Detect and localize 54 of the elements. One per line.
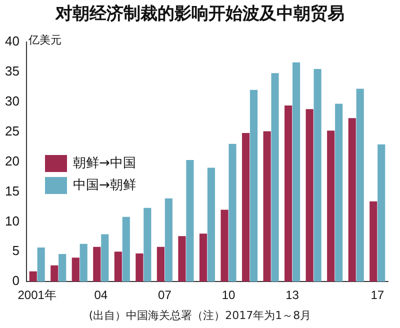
- bar: [199, 234, 208, 282]
- chart-title: 对朝经济制裁的影响开始波及中朝贸易: [54, 3, 346, 25]
- bar: [80, 244, 88, 282]
- y-tick-label: 10: [4, 213, 20, 228]
- y-tick-label: 5: [12, 243, 20, 258]
- bar: [271, 73, 279, 282]
- bar: [207, 168, 216, 282]
- bar: [263, 131, 271, 282]
- bar: [58, 254, 66, 282]
- bar: [136, 253, 144, 282]
- bar: [37, 247, 45, 282]
- y-tick-label: 15: [4, 183, 20, 198]
- legend-label: 朝鲜→中国: [73, 155, 136, 172]
- bar: [50, 265, 58, 282]
- bar: [327, 130, 335, 282]
- bar: [144, 208, 152, 282]
- y-tick-label: 20: [4, 153, 20, 168]
- y-tick-label: 0: [12, 273, 20, 288]
- y-tick-label: 35: [4, 64, 20, 79]
- y-tick-label: 30: [4, 93, 20, 108]
- bar: [348, 118, 356, 282]
- bar: [29, 271, 37, 282]
- bar: [292, 62, 300, 282]
- bar: [220, 210, 228, 282]
- y-axis-title: 亿美元: [27, 33, 62, 46]
- y-tick-label: 40: [4, 34, 20, 49]
- bar: [335, 104, 343, 282]
- bar: [370, 201, 378, 282]
- x-tick-label: 2001年: [18, 288, 56, 302]
- bar: [101, 234, 109, 282]
- legend-label: 中国→朝鲜: [73, 177, 136, 194]
- x-tick-label: 04: [94, 288, 108, 302]
- x-tick-label: 17: [370, 288, 384, 302]
- bar: [242, 133, 250, 282]
- y-tick-label: 25: [4, 123, 20, 138]
- bar: [122, 216, 130, 282]
- bar: [228, 144, 236, 282]
- text: (出自）中国海关总署（注）2017年为1～8月: [88, 308, 312, 323]
- bar: [306, 109, 314, 282]
- bar: [186, 160, 194, 282]
- bar: [114, 252, 122, 282]
- x-tick-label: 10: [222, 288, 236, 302]
- bar: [178, 236, 186, 282]
- bar: [378, 144, 386, 282]
- bar: [250, 90, 258, 282]
- x-tick-label: 07: [158, 288, 172, 302]
- x-tick-label: 13: [286, 288, 300, 302]
- bar: [164, 198, 172, 282]
- bar: [156, 246, 164, 282]
- bar: [72, 258, 80, 282]
- bar: [314, 68, 322, 282]
- bar: [93, 246, 101, 282]
- bar: [356, 88, 364, 282]
- bar: [284, 105, 292, 282]
